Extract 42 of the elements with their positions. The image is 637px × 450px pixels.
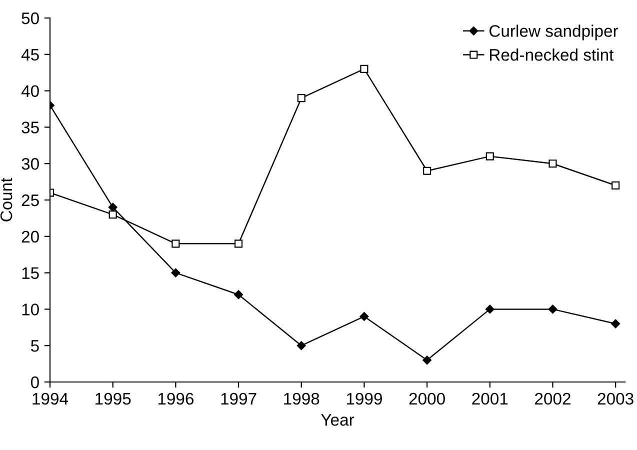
y-axis-title: Count (0, 178, 12, 222)
y-tick-label: 35 (22, 122, 39, 134)
x-tick-label: 2003 (598, 392, 634, 405)
point (108, 210, 117, 219)
x-tick-label: 1999 (346, 392, 382, 405)
point (360, 64, 368, 73)
x-tick-label: 2000 (409, 392, 445, 405)
x-tick-label: 2001 (472, 392, 508, 405)
point (422, 356, 432, 365)
y-tick-label: 5 (30, 340, 39, 352)
point (171, 268, 180, 278)
point (485, 304, 494, 314)
y-tick-label: 10 (22, 304, 39, 316)
point (548, 304, 558, 314)
point (297, 94, 306, 102)
point (612, 181, 620, 190)
x-axis-title: Year (321, 414, 354, 426)
point (360, 312, 369, 321)
y-tick-label: 25 (22, 194, 39, 206)
y-tick-label: 20 (22, 230, 39, 243)
point (234, 240, 243, 248)
y-tick-label: 30 (22, 158, 39, 170)
y-tick-label: 15 (22, 267, 39, 280)
y-tick-label: 0 (30, 376, 39, 388)
y-tick-label: 50 (22, 12, 39, 24)
x-tick-label: 1994 (32, 392, 68, 405)
y-tick-label: 45 (21, 48, 39, 61)
x-tick-label: 1997 (221, 392, 256, 405)
y-tick-label: 40 (21, 85, 39, 98)
point (548, 160, 557, 168)
point (234, 290, 244, 300)
x-tick-label: 1996 (158, 392, 194, 405)
point (486, 152, 494, 160)
point (423, 166, 432, 175)
x-tick-label: 2002 (535, 392, 570, 405)
legend-label: Red-necked stint (490, 48, 614, 61)
legend-label: Curlew sandpiper (489, 24, 618, 40)
x-tick-label: 1998 (284, 392, 320, 405)
point (296, 341, 306, 350)
point (172, 240, 180, 248)
x-tick-label: 1995 (96, 392, 131, 405)
point (611, 319, 620, 328)
